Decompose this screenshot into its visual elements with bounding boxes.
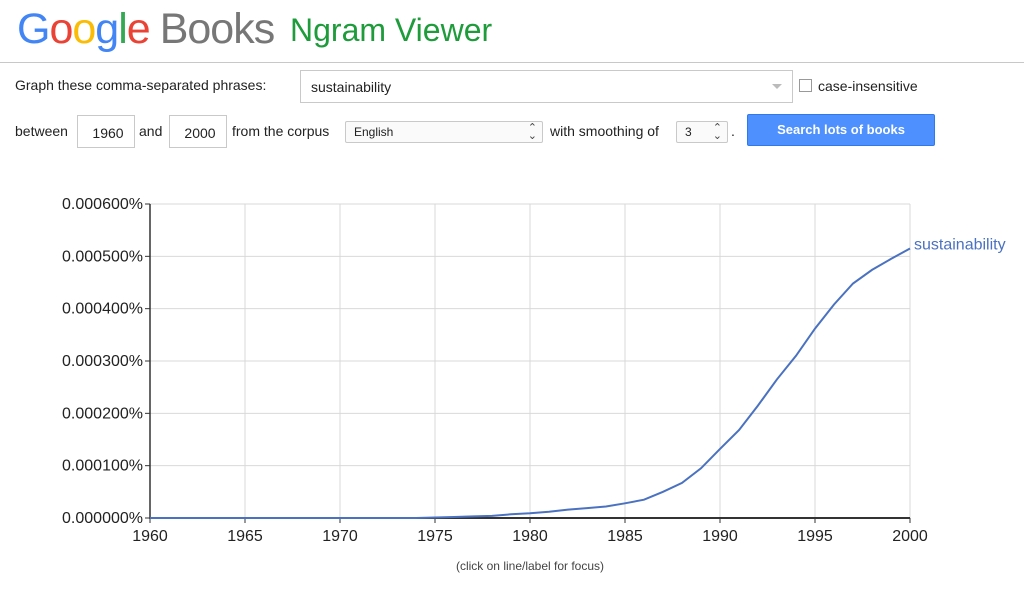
x-tick-label: 1960 [132,528,168,545]
y-tick-label: 0.000200% [62,405,143,422]
case-insensitive-checkbox[interactable] [799,79,812,92]
logo-books-text: Books [159,5,276,53]
chart-grid [150,203,911,518]
x-tick-label: 1975 [417,528,453,545]
x-tick-label: 1965 [227,528,263,545]
x-tick-label: 2000 [892,528,928,545]
between-label: between [15,123,68,139]
series-line[interactable] [150,247,911,519]
start-year-input[interactable] [78,116,138,149]
x-tick-label: 1970 [322,528,358,545]
x-tick-label: 1980 [512,528,548,545]
start-year-field[interactable] [77,115,138,149]
logo-letter: l [118,5,128,53]
ngram-chart: 0.000000% 0.000100% 0.000200% 0.000300% 0.00… [62,196,1006,545]
header: Google Books Ngram Viewer [0,0,1024,63]
y-axis-ticks: 0.000000% 0.000100% 0.000200% 0.000300% 0.00… [62,196,150,527]
y-tick-label: 0.000000% [62,510,143,527]
logo-letter: e [126,5,151,53]
chart-series: sustainability [150,236,1006,519]
y-tick-label: 0.000500% [62,248,143,265]
smoothing-value: 3 [685,125,692,139]
corpus-value: English [354,125,394,139]
phrases-input[interactable] [301,71,781,102]
end-year-input[interactable] [170,116,230,149]
smoothing-select[interactable]: 3 ⌃ ⌄ [676,121,728,143]
smoothing-label: with smoothing of [550,123,659,139]
corpus-label: from the corpus [232,123,330,139]
phrases-label: Graph these comma-separated phrases: [15,77,267,93]
logo-letter: G [17,5,50,53]
x-tick-label: 1985 [607,528,643,545]
select-arrows-icon: ⌃ ⌄ [527,122,537,142]
dropdown-caret-icon[interactable] [772,84,782,89]
app-title: Ngram Viewer [290,12,493,48]
y-tick-label: 0.000400% [62,301,143,318]
phrases-field[interactable] [300,70,793,103]
logo-letter: o [72,5,96,53]
x-axis-ticks: 1960 1965 1970 1975 1980 1985 1990 1995 2000 [132,518,928,545]
logo-letter: g [95,5,119,53]
and-label: and [139,123,163,139]
period-text: . [731,123,735,139]
x-tick-label: 1990 [702,528,738,545]
corpus-select[interactable]: English ⌃ ⌄ [345,121,543,143]
end-year-field[interactable] [169,115,230,149]
google-books-logo[interactable]: Google Books [17,0,276,58]
select-arrows-icon: ⌃ ⌄ [712,122,722,142]
x-tick-label: 1995 [797,528,833,545]
chart-footnote: (click on line/label for focus) [455,559,605,573]
y-tick-label: 0.000600% [62,196,143,213]
search-button[interactable]: Search lots of books [747,114,935,146]
y-tick-label: 0.000300% [62,353,143,370]
series-label[interactable]: sustainability [914,236,1006,253]
logo-letter: o [49,5,73,53]
case-insensitive-label[interactable]: case-insensitive [818,78,918,94]
y-tick-label: 0.000100% [62,458,143,475]
